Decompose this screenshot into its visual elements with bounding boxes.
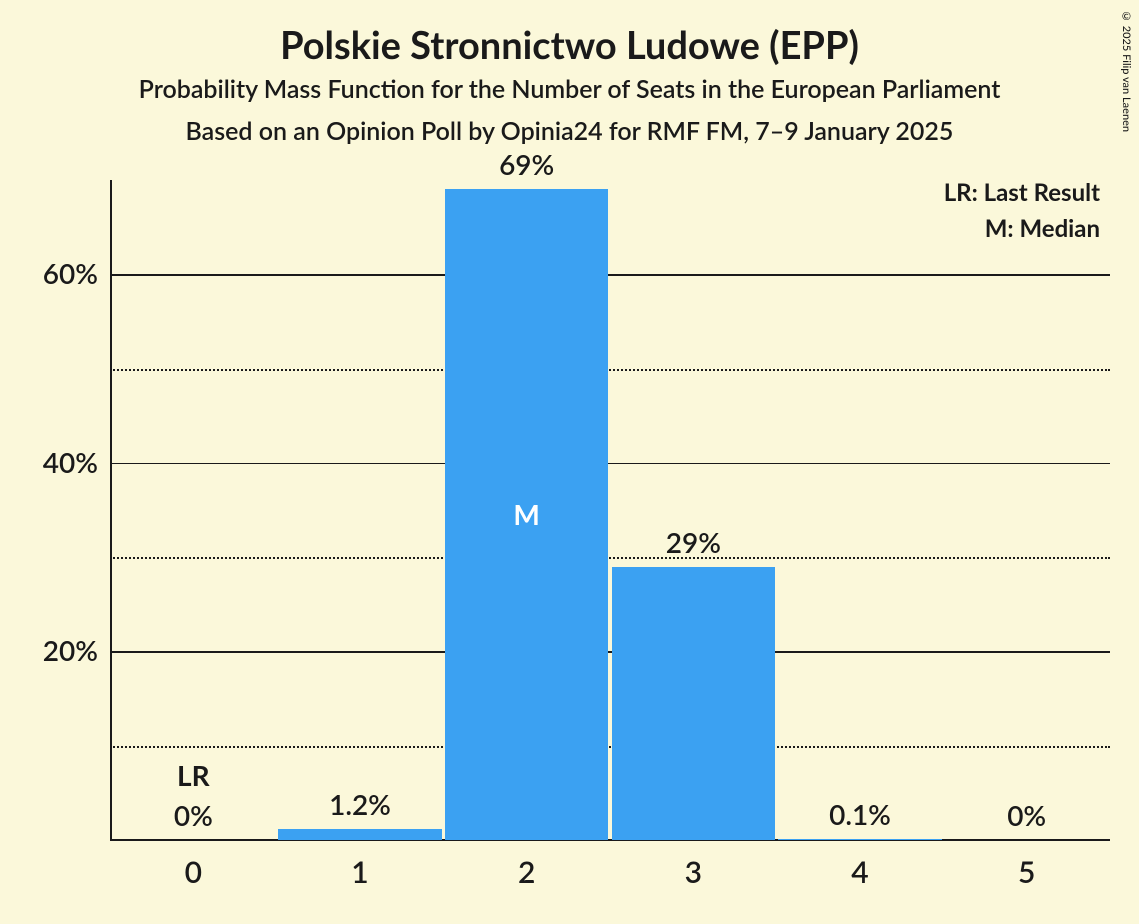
gridline-major — [110, 651, 1110, 653]
x-tick-label: 4 — [778, 854, 941, 890]
bar — [278, 829, 441, 840]
lr-marker: LR — [112, 758, 275, 792]
gridline-minor — [110, 557, 1110, 559]
x-tick-label: 5 — [945, 854, 1108, 890]
median-marker: M — [445, 497, 608, 531]
x-tick-label: 2 — [445, 854, 608, 890]
gridline-minor — [110, 746, 1110, 748]
gridline-minor — [110, 369, 1110, 371]
bar-value-label: 29% — [612, 525, 775, 559]
y-tick-label: 20% — [18, 633, 98, 667]
chart-title: Polskie Stronnictwo Ludowe (EPP) — [0, 22, 1139, 68]
y-tick-label: 40% — [18, 445, 98, 479]
bar-value-label: 0% — [112, 798, 275, 832]
bar — [778, 839, 941, 840]
x-tick-label: 3 — [612, 854, 775, 890]
copyright-text: © 2025 Filip van Laenen — [1120, 10, 1133, 132]
x-axis — [110, 839, 1110, 841]
gridline-major — [110, 463, 1110, 465]
y-axis — [110, 180, 112, 840]
chart-subtitle-1: Probability Mass Function for the Number… — [0, 74, 1139, 104]
chart-plot-area: 20%40%60%0%0LR1.2%169%2M29%30.1%40%5LR: … — [110, 180, 1110, 840]
legend-lr: LR: Last Result — [944, 178, 1100, 207]
y-tick-label: 60% — [18, 256, 98, 290]
chart-subtitle-2: Based on an Opinion Poll by Opinia24 for… — [0, 116, 1139, 146]
x-tick-label: 1 — [278, 854, 441, 890]
gridline-major — [110, 274, 1110, 276]
bar — [612, 567, 775, 840]
legend-median: M: Median — [985, 214, 1100, 243]
bar-value-label: 1.2% — [278, 787, 441, 821]
bar-value-label: 0% — [945, 798, 1108, 832]
x-tick-label: 0 — [112, 854, 275, 890]
bar-value-label: 0.1% — [778, 797, 941, 831]
bar-value-label: 69% — [445, 147, 608, 181]
